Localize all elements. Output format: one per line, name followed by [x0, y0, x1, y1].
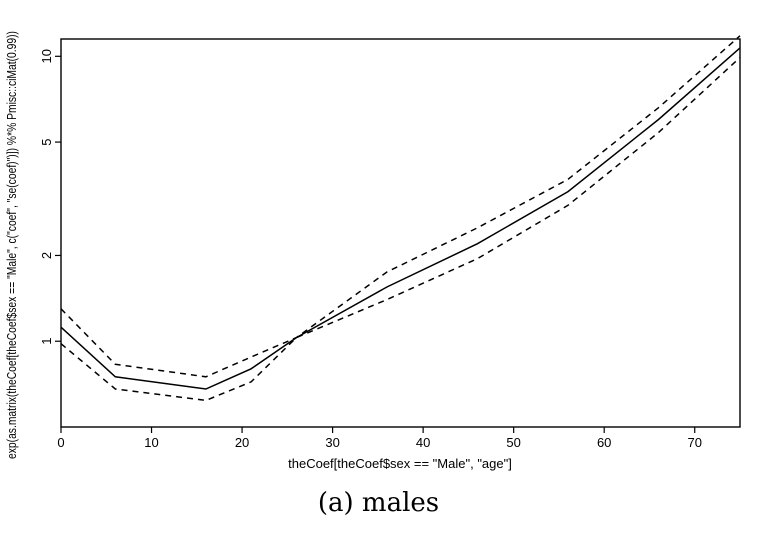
figure-caption: (a) males — [317, 488, 440, 518]
y-tick-label: 1 — [39, 338, 54, 345]
x-tick-label: 20 — [235, 435, 249, 450]
x-tick-label: 60 — [597, 435, 611, 450]
x-axis-title: theCoef[theCoef$sex == "Male", "age"] — [288, 456, 512, 471]
x-tick-label: 70 — [687, 435, 701, 450]
series-line-ci-1 — [60, 35, 741, 378]
y-axis-title: exp(as.matrix(theCoef[theCoef$sex == "Ma… — [4, 31, 19, 459]
series-line-estimate — [60, 47, 741, 390]
x-tick-label: 10 — [144, 435, 158, 450]
x-tick-label: 50 — [506, 435, 520, 450]
plot-frame — [60, 38, 741, 428]
y-tick-label: 2 — [39, 252, 54, 259]
x-tick-label: 40 — [416, 435, 430, 450]
series-line-ci-2 — [60, 56, 741, 402]
x-axis: 0 10 20 30 40 50 60 70 — [57, 427, 702, 450]
y-tick-label: 10 — [39, 49, 54, 63]
x-tick-label: 0 — [57, 435, 64, 450]
x-tick-label: 30 — [325, 435, 339, 450]
y-axis: 1 2 5 10 — [39, 49, 61, 345]
series-layer — [60, 35, 741, 402]
y-tick-label: 5 — [39, 138, 54, 145]
